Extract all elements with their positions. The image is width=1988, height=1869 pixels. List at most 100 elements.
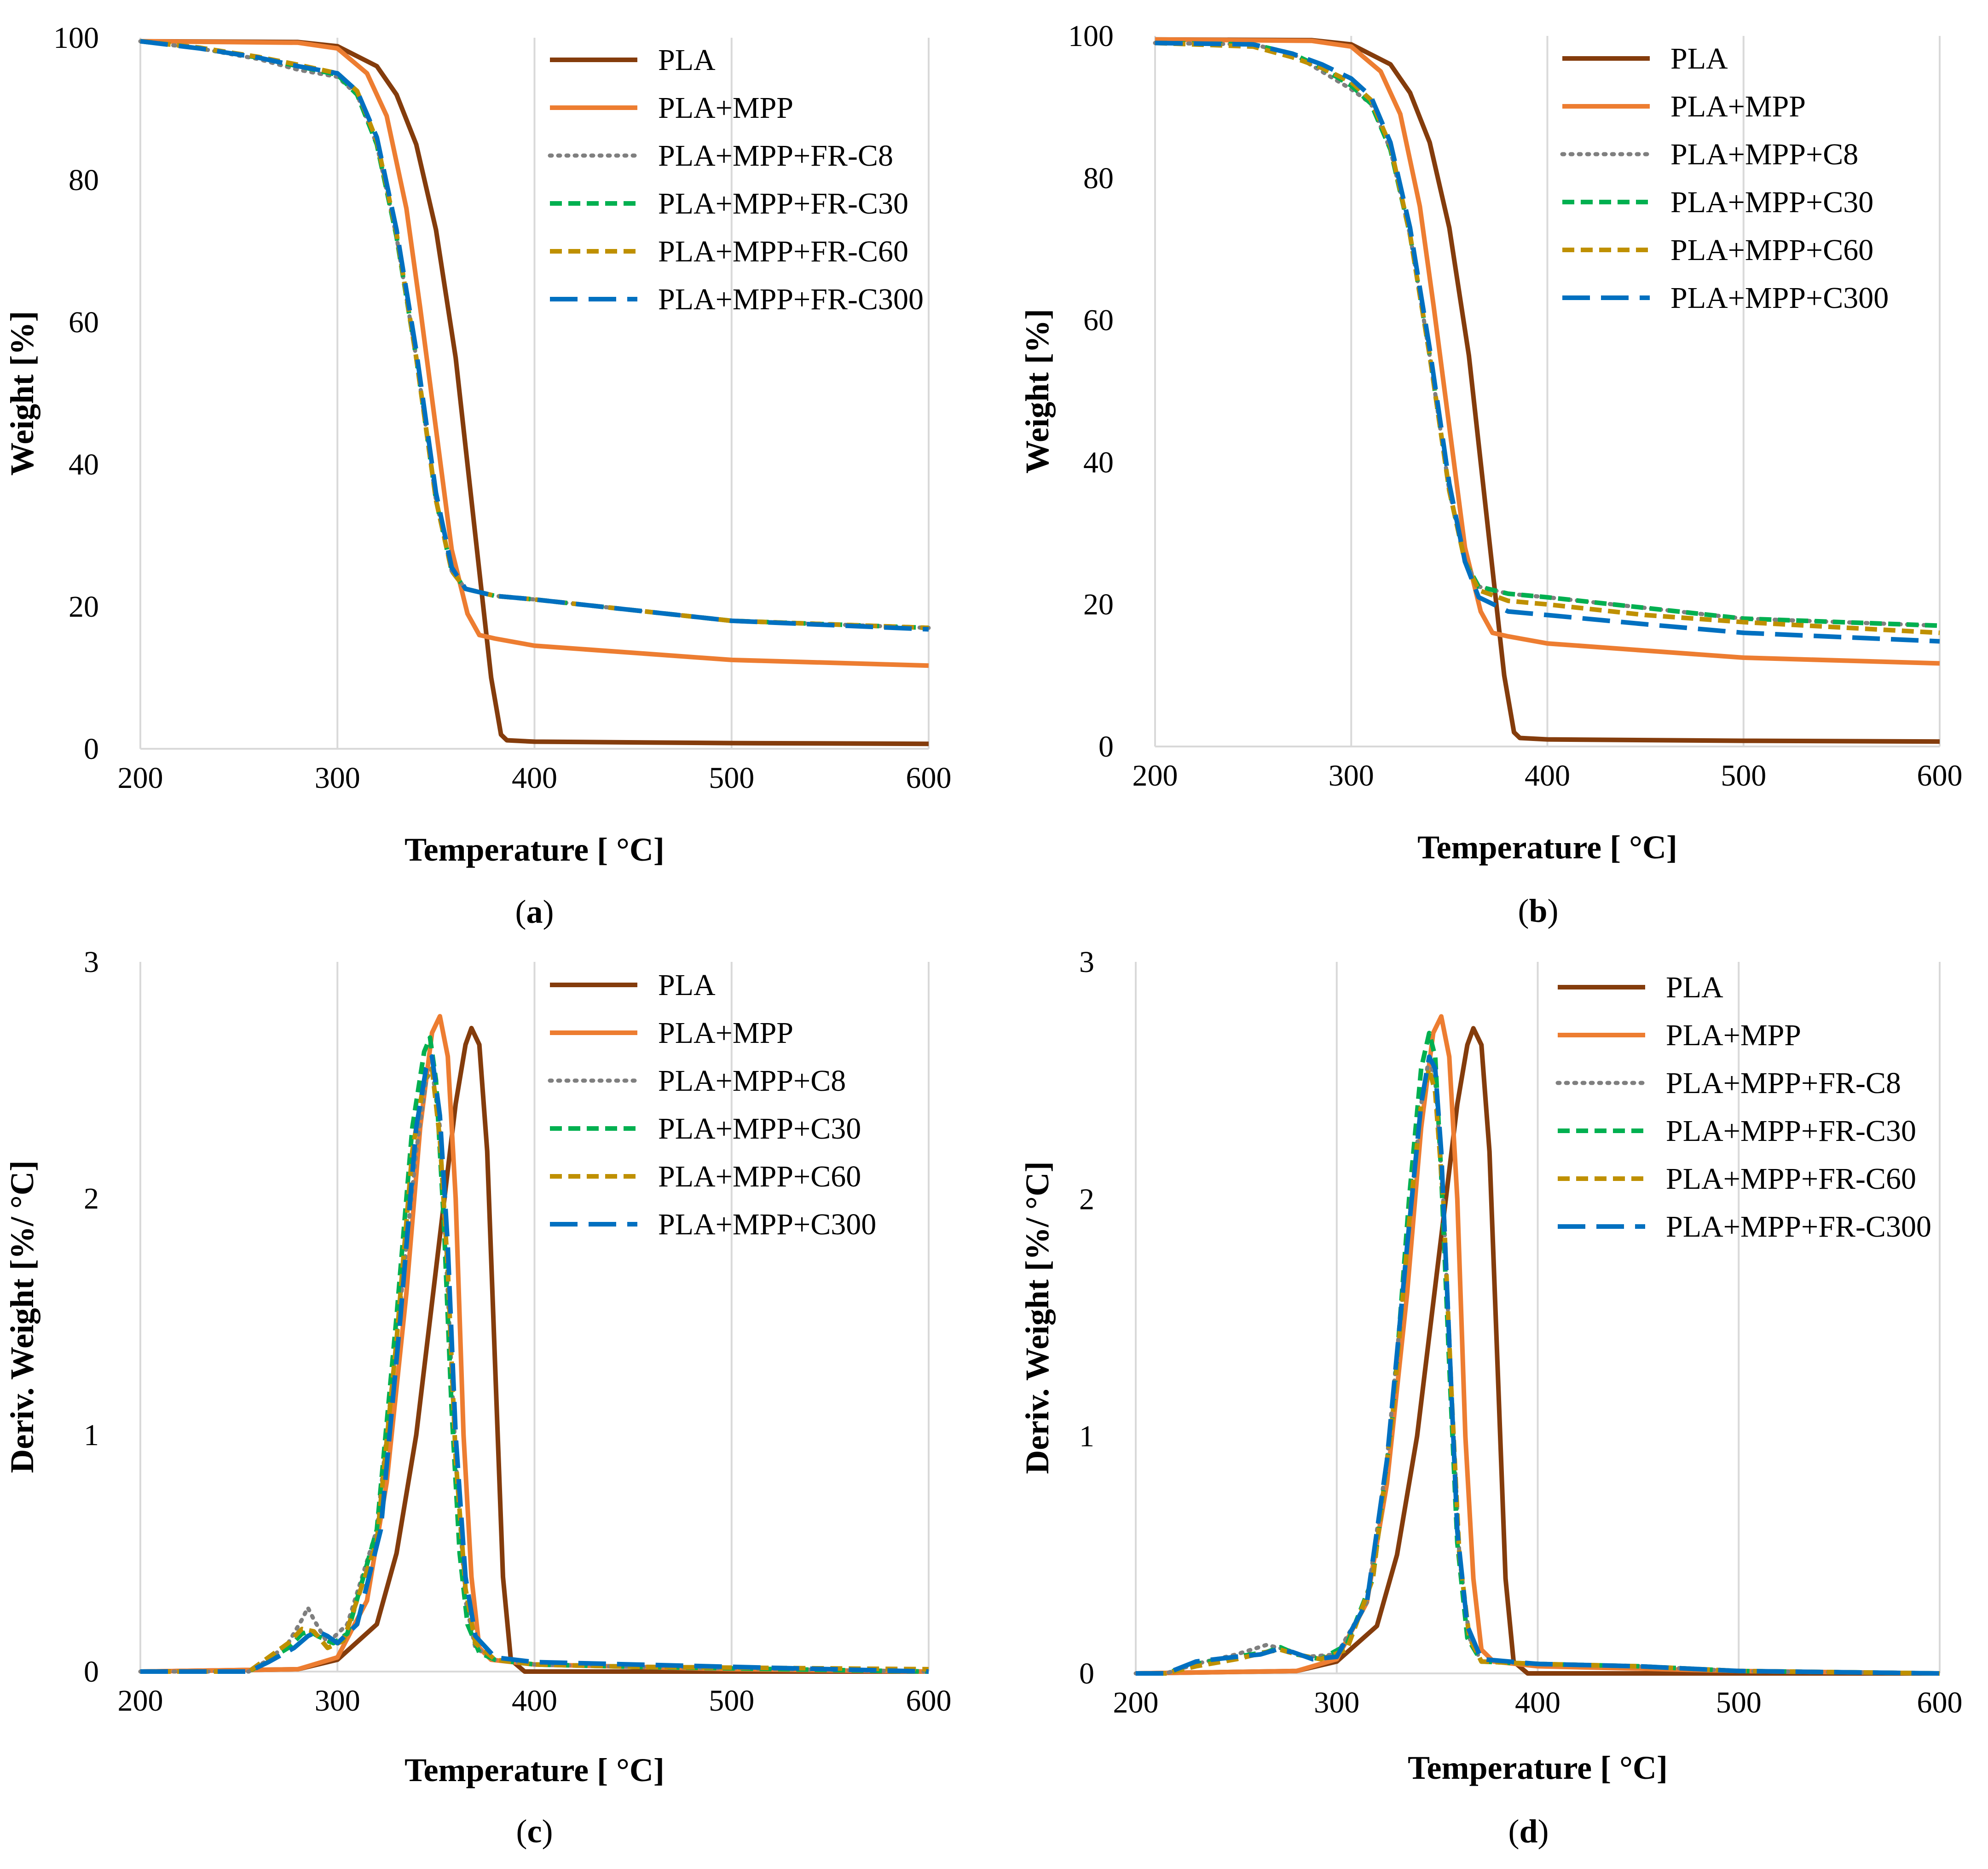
y-tick-label: 2 [1079,1182,1094,1216]
y-tick-label: 20 [1083,588,1114,621]
x-axis-title: Temperature [ °C] [1408,1749,1668,1786]
legend-label: PLA+MPP [658,1016,793,1050]
legend-label: PLA [1666,971,1723,1004]
y-tick-label: 3 [1079,945,1094,979]
y-tick-label: 100 [53,21,99,55]
caption-open-paren: ( [1518,892,1529,929]
panel-caption: (b) [1518,892,1558,929]
legend-label: PLA+MPP [1670,90,1806,123]
caption-close-paren: ) [1538,1813,1549,1850]
x-tick-label: 200 [118,761,163,795]
legend-label: PLA+MPP+C30 [658,1112,861,1146]
series-line-pla [1135,1026,1940,1676]
x-tick-label: 500 [709,761,754,795]
caption-close-paren: ) [1548,892,1559,929]
x-tick-label: 400 [512,761,557,795]
legend-label: PLA+MPP+FR-C60 [1666,1162,1916,1196]
y-tick-label: 1 [84,1418,99,1452]
caption-close-paren: ) [543,893,554,930]
y-tick-label: 0 [84,732,99,766]
x-tick-label: 200 [1113,1686,1159,1719]
y-tick-label: 40 [69,448,99,481]
caption-close-paren: ) [542,1813,553,1850]
y-tick-label: 2 [84,1182,99,1215]
panel-a: 200 300 400 500 600 0 20 40 60 80 100 Temperature [… [4,21,952,930]
series-line-pla-mpp-c30 [1155,41,1940,628]
legend-label: PLA+MPP [1666,1018,1801,1052]
panel-caption: (c) [516,1813,553,1850]
caption-letter: a [526,893,543,930]
y-tick-label: 80 [69,163,99,197]
x-axis-title: Temperature [ °C] [1417,829,1677,866]
x-tick-label: 600 [1917,1686,1963,1719]
legend-label: PLA+MPP+FR-C30 [1666,1114,1916,1148]
caption-letter: c [527,1813,542,1850]
y-axis-title: Deriv. Weight [%/ °C] [4,1160,40,1473]
y-tick-label: 1 [1079,1420,1094,1453]
legend-label: PLA+MPP [658,91,793,125]
series-line-pla [140,39,929,746]
legend-label: PLA+MPP+C30 [1670,185,1873,219]
x-tick-label: 200 [118,1684,163,1718]
x-tick-label: 500 [709,1684,754,1718]
caption-open-paren: ( [1508,1813,1519,1850]
legend-label: PLA+MPP+FR-C8 [1666,1066,1901,1100]
panel-caption: (d) [1508,1813,1549,1850]
series-line-pla-mpp [140,39,929,668]
y-tick-label: 3 [84,945,99,979]
series-line-pla [1155,37,1940,744]
x-tick-label: 600 [906,761,952,795]
x-tick-label: 400 [512,1684,557,1718]
x-tick-label: 300 [315,761,360,795]
legend-label: PLA+MPP+C300 [658,1208,876,1241]
series-line-pla-mpp-fr-c60 [140,39,929,631]
x-tick-label: 500 [1716,1686,1762,1719]
legend-label: PLA+MPP+C8 [1670,138,1858,171]
x-tick-label: 600 [1917,759,1963,793]
y-tick-label: 40 [1083,446,1114,479]
legend-label: PLA+MPP+C60 [658,1160,861,1193]
x-tick-label: 200 [1133,759,1178,793]
caption-open-paren: ( [516,1813,527,1850]
legend-label: PLA+MPP+C300 [1670,281,1889,315]
x-tick-label: 500 [1721,759,1766,793]
x-axis-title: Temperature [ °C] [405,831,665,868]
y-axis-title: Weight [%] [4,311,40,476]
y-axis-title: Deriv. Weight [%/ °C] [1019,1161,1056,1474]
series-line-pla-mpp-c60 [1155,41,1940,635]
x-tick-label: 600 [906,1684,952,1718]
legend-label: PLA+MPP+FR-C30 [658,187,908,220]
legend-label: PLA+MPP+FR-C300 [1666,1210,1931,1244]
y-tick-label: 100 [1068,19,1114,53]
legend-label: PLA+MPP+FR-C8 [658,139,893,173]
x-axis-title: Temperature [ °C] [405,1752,665,1788]
y-axis-title: Weight [%] [1019,309,1056,474]
y-tick-label: 80 [1083,162,1114,195]
y-tick-label: 60 [69,306,99,339]
series-line-pla-mpp-c300 [140,1054,929,1674]
x-tick-label: 300 [1314,1686,1359,1719]
legend-label: PLA [658,43,716,77]
panel-b: 200 300 400 500 600 0 20 40 60 80 100 Temperature [… [1019,19,1963,929]
panel-d: 200 300 400 500 600 0 1 2 3 Temperature [ °C] Deri… [1019,945,1963,1850]
y-tick-label: 0 [1079,1657,1094,1690]
x-tick-label: 400 [1525,759,1570,793]
legend-label: PLA [1670,42,1728,75]
legend-label: PLA [658,968,716,1002]
y-tick-label: 0 [1098,730,1114,764]
series-line-pla-mpp-c300 [1155,41,1940,644]
series-line-pla-mpp-fr-c300 [1136,1054,1940,1676]
caption-letter: b [1529,892,1547,929]
legend-label: PLA+MPP+C60 [1670,233,1873,267]
caption-letter: d [1519,1813,1537,1850]
legend-label: PLA+MPP+C8 [658,1064,846,1098]
legend-label: PLA+MPP+FR-C300 [658,283,924,316]
x-tick-label: 400 [1515,1686,1560,1719]
series-line-pla [140,1025,929,1674]
y-tick-label: 0 [84,1655,99,1689]
x-tick-label: 300 [315,1684,360,1718]
panel-c: 200 300 400 500 600 0 1 2 3 Temperature [ °C] Deri… [4,945,952,1850]
caption-open-paren: ( [515,893,526,930]
x-tick-label: 300 [1329,759,1374,793]
